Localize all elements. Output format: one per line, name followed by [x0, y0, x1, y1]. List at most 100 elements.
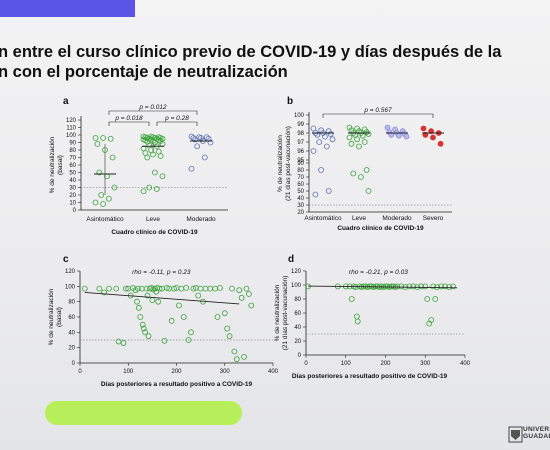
a-y-tick-label: 10 [69, 201, 76, 207]
c-data-point [156, 285, 163, 292]
b-data-point [430, 134, 436, 141]
c-data-point [195, 292, 202, 299]
a-data-point [100, 201, 106, 207]
a-data-point [157, 138, 164, 144]
a-category-label: Asintomático [86, 216, 124, 223]
a-data-point [96, 169, 103, 176]
b-y-tick-label: 97 [297, 140, 304, 146]
a-data-point [153, 186, 160, 192]
a-data-point [198, 135, 204, 141]
a-y-tick-label: 50 [69, 171, 76, 177]
c-data-point [212, 285, 219, 292]
a-data-point [190, 135, 197, 141]
c-data-point [101, 289, 108, 296]
c-data-point [163, 284, 170, 291]
b-data-point [327, 130, 334, 137]
c-data-point [217, 284, 223, 291]
b-p-value: p = 0.567 [363, 107, 392, 114]
c-data-point [122, 285, 129, 292]
d-x-tick-label: 300 [420, 361, 431, 367]
c-data-point [161, 337, 168, 344]
a-data-point [146, 184, 153, 191]
b-y-tick-label: 80 [297, 168, 304, 174]
d-data-point [353, 313, 360, 320]
university-logo [506, 424, 550, 450]
c-x-tick-label: 300 [220, 369, 231, 375]
c-data-point [120, 340, 127, 346]
c-data-point [236, 287, 243, 294]
a-y-label: % de neutralización [49, 136, 56, 193]
d-y-tick-label: 60 [294, 311, 301, 317]
c-x-tick-label: 100 [123, 369, 134, 375]
d-data-point [432, 296, 439, 302]
a-y-tick-label: 30 [69, 186, 76, 192]
d-y-tick-label: 20 [294, 339, 301, 345]
a-data-point [142, 137, 149, 144]
c-data-point [142, 329, 149, 336]
b-category-label: Severo [423, 215, 444, 222]
a-x-label: Cuadro clínico de COVID-19 [111, 229, 198, 236]
c-data-point [248, 302, 255, 309]
a-y-tick-label: 0 [73, 208, 77, 214]
a-data-point [111, 184, 118, 191]
c-y-tick-label: 20 [68, 346, 75, 352]
c-trend-line [84, 292, 240, 305]
b-y-tick-label: 70 [297, 175, 304, 181]
d-correlation-label: rho = -0.21, p = 0.03 [349, 269, 408, 276]
c-y-tick-label: 40 [68, 330, 75, 336]
b-data-point [310, 148, 317, 154]
d-data-point [388, 283, 395, 290]
d-y-tick-label: 100 [291, 283, 302, 289]
d-data-point [438, 283, 445, 290]
b-data-point [318, 167, 325, 173]
panel-a-letter: a [63, 96, 69, 107]
b-data-point [312, 191, 319, 198]
b-data-point [350, 170, 357, 177]
a-y-label-line2: (basal) [57, 155, 64, 175]
b-data-point [354, 136, 361, 143]
d-x-tick-label: 100 [341, 361, 352, 367]
d-y-tick-label: 0 [298, 353, 302, 359]
d-data-point [428, 317, 435, 323]
b-category-label: Asintomático [304, 215, 342, 222]
b-y-tick-label: 100 [294, 113, 305, 119]
d-x-label: Días posteriores a resultado positivo de… [292, 373, 448, 380]
b-data-point [321, 133, 328, 140]
b-data-point [316, 139, 323, 145]
a-p-value: p = 0.018 [114, 115, 143, 122]
c-data-point [134, 285, 141, 292]
b-data-point [437, 140, 444, 147]
b-y-tick-label: 98 [297, 131, 304, 137]
c-data-point [140, 325, 147, 332]
c-data-point [226, 333, 233, 340]
b-x-label: Cuadro clínico de COVID-19 [337, 225, 424, 232]
c-data-point [96, 285, 103, 292]
a-y-tick-label: 120 [66, 118, 77, 124]
c-data-point [134, 298, 140, 305]
a-data-point [150, 138, 156, 144]
b-data-point [356, 128, 362, 135]
a-data-point [102, 147, 108, 153]
c-y-tick-label: 80 [68, 300, 75, 306]
d-data-point [442, 283, 449, 290]
c-y-tick-label: 60 [68, 315, 75, 321]
b-y-tick-label: 40 [297, 196, 304, 202]
d-x-tick-label: 0 [304, 361, 308, 367]
b-data-point [357, 174, 364, 180]
b-data-point [420, 125, 427, 132]
d-data-point [352, 284, 359, 291]
c-y-label: % de neutralización [48, 288, 55, 345]
b-data-point [363, 167, 370, 173]
d-y-label-line2: (21 días post-vacunación) [282, 276, 289, 351]
c-x-label: Días posteriores a resultado positivo a … [101, 381, 253, 388]
panel-c-letter: c [63, 254, 69, 265]
c-data-point [207, 285, 214, 292]
b-data-point [356, 143, 362, 150]
a-p-value: p = 0.012 [138, 104, 167, 111]
a-data-point [144, 154, 151, 161]
b-significance-bracket [322, 113, 434, 118]
green-button[interactable] [45, 401, 242, 425]
c-data-point [245, 291, 252, 297]
a-y-tick-label: 80 [69, 148, 76, 154]
a-data-point [92, 199, 99, 206]
